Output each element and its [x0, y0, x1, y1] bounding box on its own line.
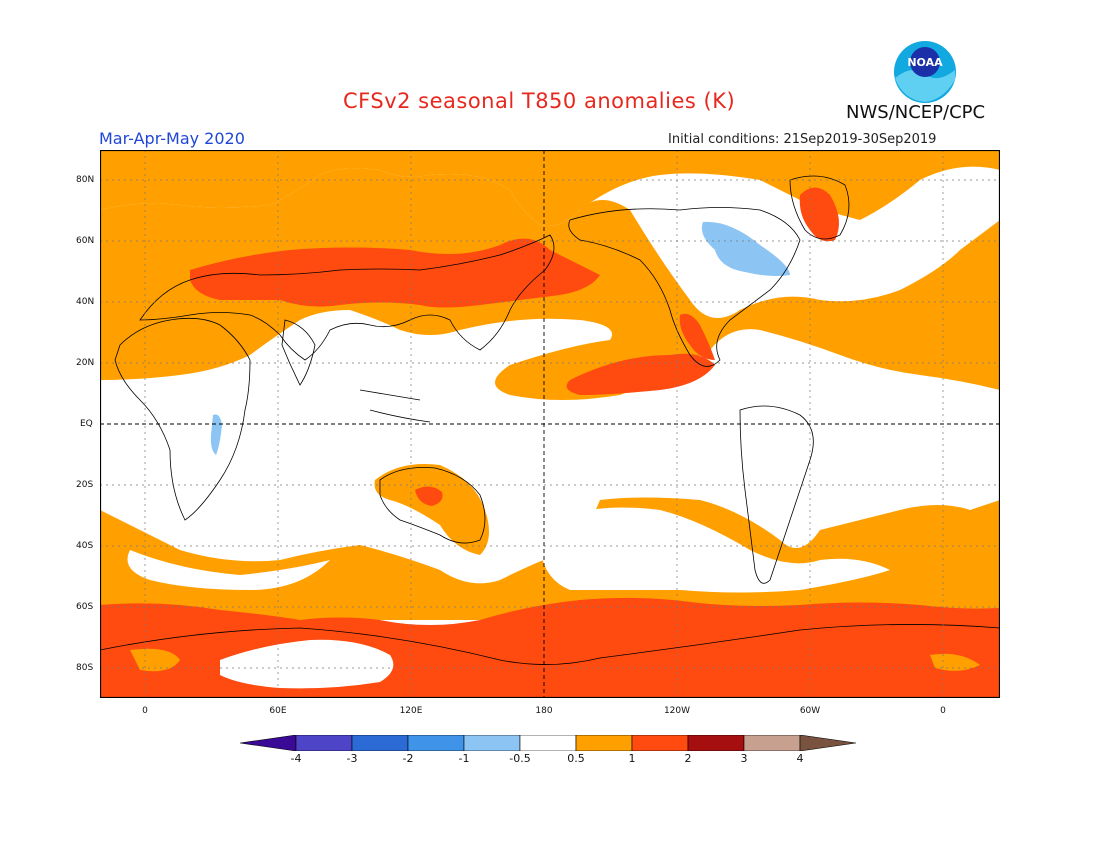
lat-label: 80N [76, 175, 95, 185]
colorbar-tick-label: -0.5 [509, 752, 531, 765]
lat-label: 40S [76, 541, 94, 551]
lat-label: 60N [76, 236, 95, 246]
lat-label: 60S [76, 602, 94, 612]
antarctic-white-region [220, 639, 394, 689]
australia-strong-warm-region [415, 486, 443, 506]
colorbar-swatch [687, 735, 745, 751]
map-frame [100, 150, 1000, 698]
antarctic-strong-warm-region [100, 597, 1000, 698]
colorbar-swatch [519, 735, 577, 751]
agency-label: NWS/NCEP/CPC [846, 102, 986, 123]
east-pacific-warm-region [566, 353, 715, 395]
colorbar-tick-label: 4 [796, 752, 804, 765]
greenland-warm-region [799, 187, 839, 242]
lat-label: EQ [80, 419, 93, 429]
australia-warm-region [374, 464, 489, 555]
lon-label: 180 [535, 706, 553, 716]
colorbar-tick-label: 0.5 [567, 752, 585, 765]
lat-label: 20S [76, 480, 94, 490]
africa-cool-region [210, 414, 222, 455]
lon-label: 60E [269, 706, 287, 716]
southeast-pacific-white [540, 507, 890, 593]
logo-text: NOAA [907, 56, 943, 69]
coastlines [100, 175, 1000, 665]
colorbar [240, 735, 857, 751]
colorbar-swatch [463, 735, 521, 751]
antarctic-warm-patch-2 [930, 653, 980, 671]
colorbar-tick-label: -3 [346, 752, 358, 765]
colorbar-tick-label: 3 [740, 752, 748, 765]
initial-conditions: Initial conditions: 21Sep2019-30Sep2019 [668, 132, 937, 147]
lon-label: 60W [799, 706, 821, 716]
lat-label: 80S [76, 663, 94, 673]
colorbar-arrow-left [240, 735, 297, 751]
colorbar-swatch [407, 735, 465, 751]
lon-label: 120W [663, 706, 691, 716]
colorbar-tick-label: -1 [458, 752, 470, 765]
colorbar-swatch [743, 735, 801, 751]
noaa-logo-icon: NOAA [894, 41, 956, 103]
lon-label: 0 [940, 706, 946, 716]
colorbar-tick-label: 2 [684, 752, 692, 765]
forecast-period: Mar-Apr-May 2020 [99, 129, 245, 148]
antarctic-warm-patch [130, 648, 180, 672]
lon-label: 120E [399, 706, 423, 716]
colorbar-arrow-right [799, 735, 857, 751]
south-indian-white [127, 550, 330, 590]
lon-label: 0 [142, 706, 148, 716]
colorbar-tick-label: 1 [628, 752, 636, 765]
gridlines [100, 150, 1000, 698]
west-mexico-warm-region [679, 313, 715, 360]
anomaly-map [100, 150, 1000, 698]
lat-label: 20N [76, 358, 95, 368]
lat-label: 40N [76, 297, 95, 307]
canada-cool-region [701, 221, 790, 276]
colorbar-swatch [575, 735, 633, 751]
colorbar-swatch [631, 735, 689, 751]
chart-title: CFSv2 seasonal T850 anomalies (K) [343, 89, 736, 113]
arctic-warm-region [100, 150, 1000, 226]
colorbar-swatch [295, 735, 353, 751]
colorbar-tick-label: -2 [402, 752, 414, 765]
colorbar-tick-label: -4 [290, 752, 302, 765]
colorbar-swatch [351, 735, 409, 751]
